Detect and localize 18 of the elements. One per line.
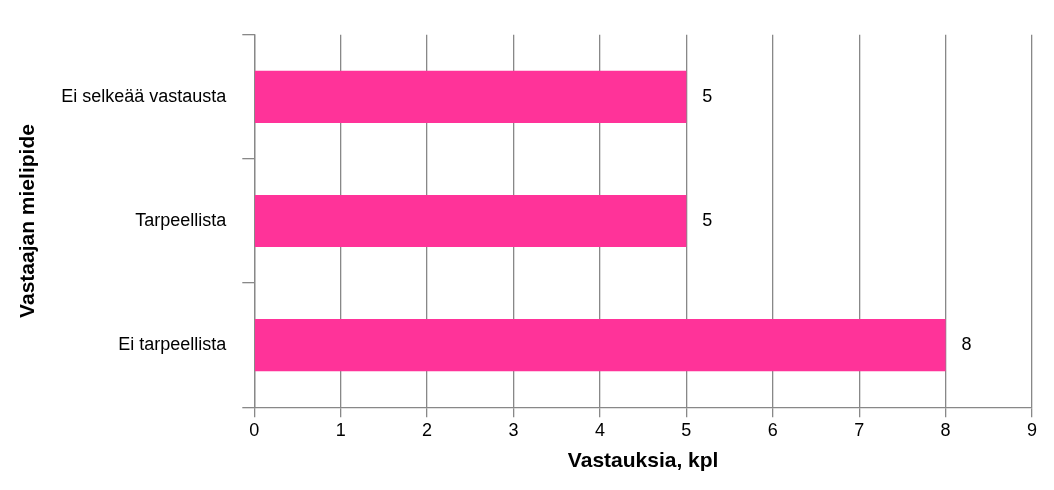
x-tick-label: 8	[940, 419, 951, 440]
x-axis-title: Vastauksia, kpl	[567, 448, 719, 472]
x-tick-label: 9	[1026, 419, 1038, 440]
x-tick-label: 5	[681, 419, 692, 440]
x-tick-label: 2	[422, 419, 433, 440]
y-tick-label: Ei tarpeellista	[118, 334, 228, 355]
y-axis-title: Vastaajan mielipide	[15, 124, 39, 318]
x-tick-label: 7	[854, 419, 865, 440]
data-label: 5	[702, 85, 713, 106]
x-tick-label: 3	[508, 419, 519, 440]
data-label: 5	[702, 209, 713, 230]
x-tick-label: 6	[767, 419, 778, 440]
x-tick-label: 0	[249, 419, 260, 440]
x-tick-label: 1	[335, 419, 346, 440]
y-tick-label: Tarpeellista	[135, 209, 228, 230]
data-label: 8	[961, 334, 972, 355]
x-tick-label: 4	[594, 419, 605, 440]
y-tick-label: Ei selkeää vastausta	[61, 85, 228, 106]
